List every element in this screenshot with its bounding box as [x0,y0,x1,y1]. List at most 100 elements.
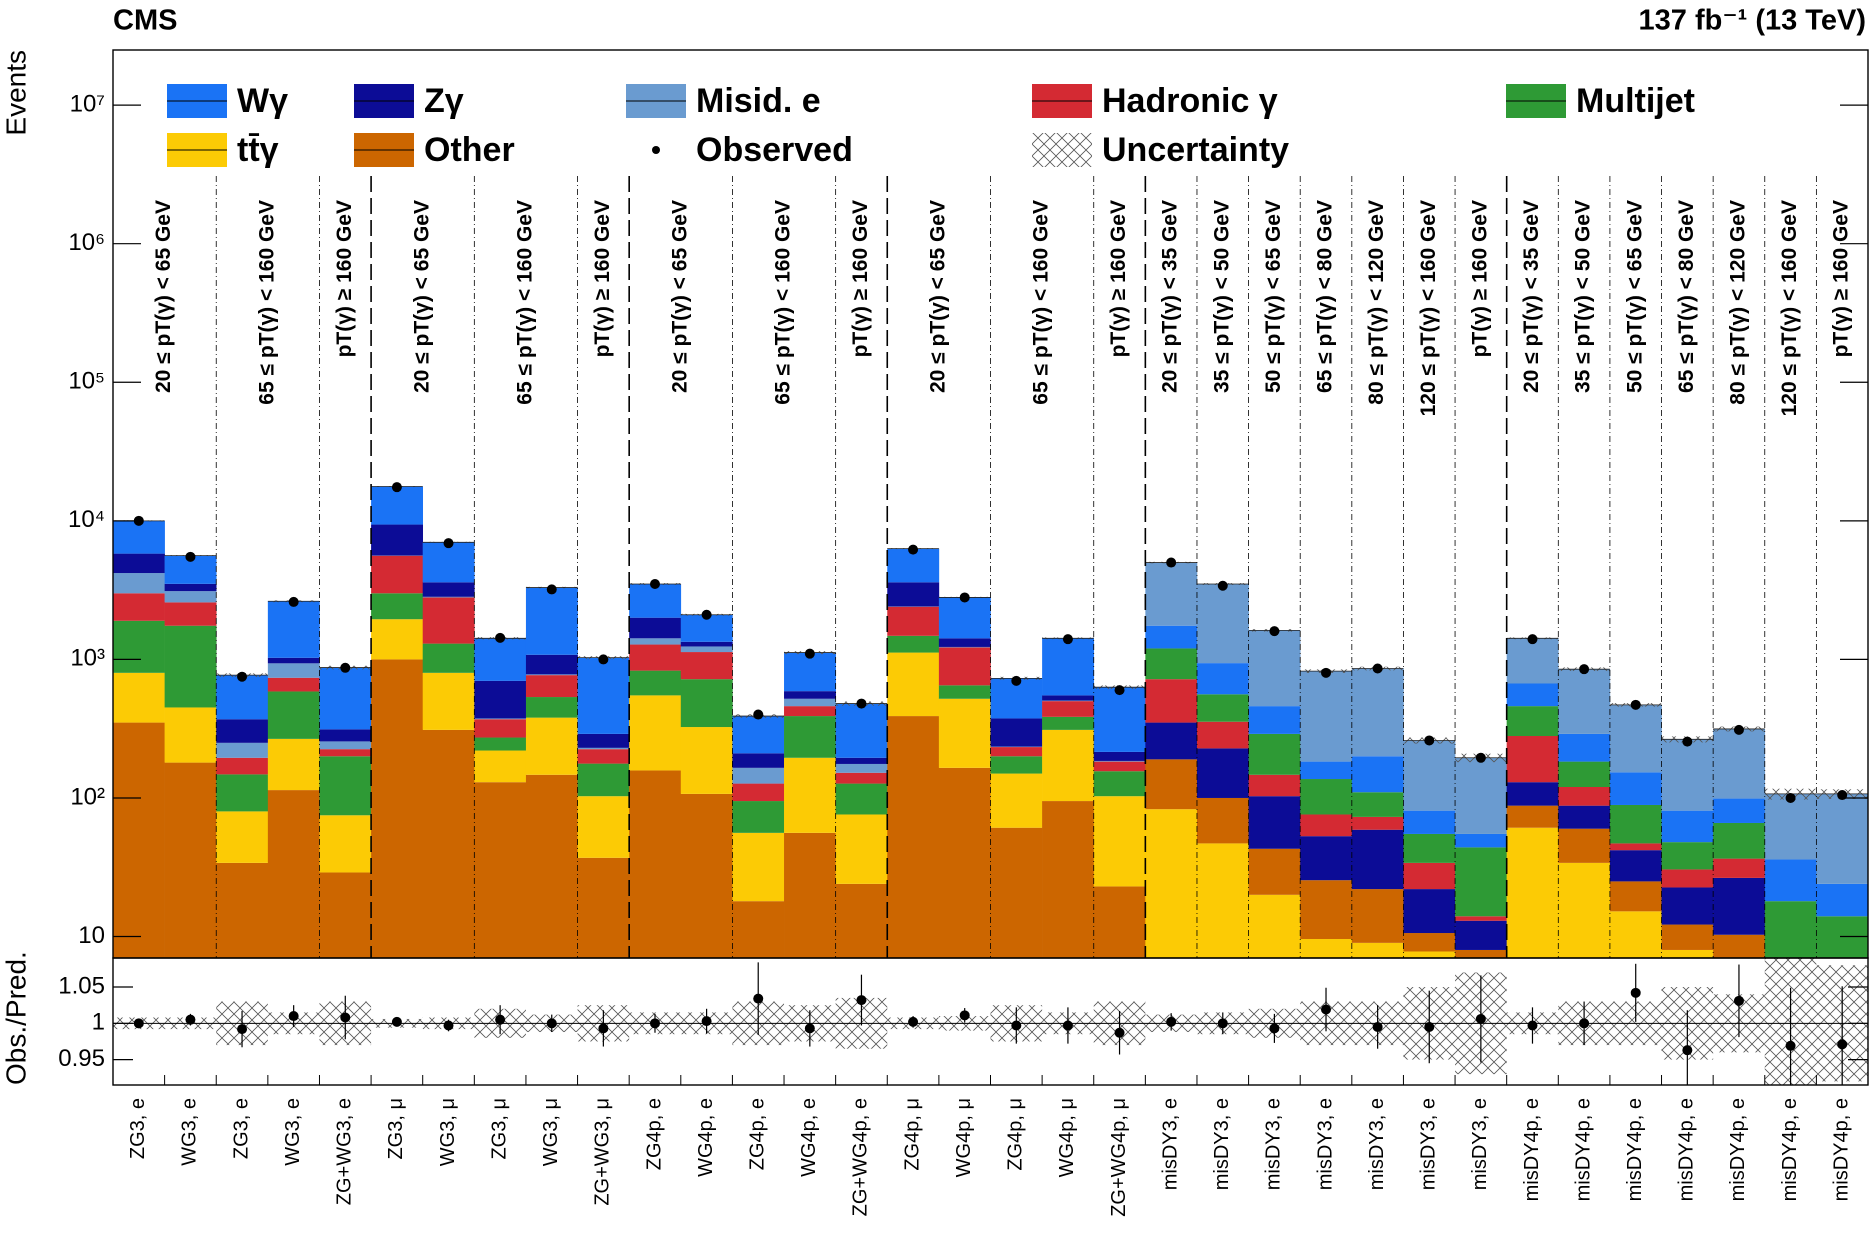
y-tick-label: 10⁷ [70,90,105,117]
bar-segment [371,555,424,594]
ratio-point [1424,1021,1435,1032]
bar-segment [1042,801,1095,958]
bar-segment [1609,804,1662,844]
bar-segment [422,672,475,730]
bar-segment [164,583,217,592]
observed-point [1166,557,1177,568]
bar-segment [1093,886,1146,958]
ratio-point [1011,1020,1022,1031]
bar-segment [732,832,785,902]
bar-segment [1248,706,1301,734]
x-tick-label: ZG4p, e [747,1098,769,1170]
y-tick-label: 10⁵ [68,368,105,395]
bar-segment [938,597,991,639]
x-tick-label: ZG3, e [230,1098,252,1159]
bar-segment [1145,648,1198,680]
legend-label: Wγ [237,82,288,120]
x-tick-label: misDY4p, e [1779,1098,1801,1201]
bar-segment [371,524,424,556]
bar-segment [1351,942,1404,958]
region-label: 80 ≤ pT(γ) < 120 GeV [1365,200,1388,405]
bar-segment [1455,949,1507,958]
bar-segment [1506,638,1559,684]
x-tick-label: misDY3, e [1211,1098,1233,1190]
bar-segment [835,814,888,884]
bar-segment [1713,822,1766,859]
bar-segment [629,584,682,618]
bar-segment [1455,757,1507,834]
bar-segment [1145,679,1198,723]
bar-segment [1403,889,1456,934]
x-tick-label: WG4p, μ [1056,1098,1078,1177]
region-label: 120 ≤ pT(γ) < 160 GeV [1417,200,1440,416]
bar-segment [1506,736,1559,783]
bar-segment [113,553,165,574]
bar-segment [887,635,940,653]
observed-point [1372,663,1383,674]
bar-segment [1093,796,1146,887]
observed-point [804,648,815,659]
bar-segment [784,716,836,758]
x-tick-label: ZG+WG3, μ [592,1098,614,1206]
bar-segment [525,654,578,675]
region-label: 20 ≤ pT(γ) < 35 GeV [1159,200,1182,393]
bar-segment [525,717,578,775]
bar-segment [113,620,165,673]
bar-segment [577,733,630,748]
bar-segment [1713,934,1766,958]
bar-segment [887,652,940,717]
bar-segment [1609,704,1662,773]
legend-label: Other [424,131,515,169]
bar-segment [887,582,940,607]
bar-segment [1609,911,1662,958]
bar-segment [319,815,372,873]
observed-point [1217,580,1228,591]
observed-point [649,579,660,590]
ratio-point [288,1011,299,1022]
ratio-point [701,1016,712,1027]
bar-segment [267,657,320,664]
bar-segment [1558,786,1611,806]
ratio-point [804,1023,815,1034]
bar-segment [371,486,424,525]
bar-segment [267,677,320,692]
bar-segment [319,729,372,742]
bar-segment [680,646,733,653]
bar-segment [938,685,991,699]
bar-segment [1248,796,1301,849]
ratio-point [443,1020,454,1031]
y-tick-label: 10 [78,922,105,949]
bar-segment [267,738,320,791]
bar-segment [629,770,682,958]
region-label: 65 ≤ pT(γ) < 160 GeV [772,200,795,405]
bar-segment [164,602,217,626]
ratio-axis-label: Obs./Pred. [0,951,31,1085]
x-tick-label: WG4p, e [798,1098,820,1177]
observed-point [856,698,867,709]
legend-label: Misid. e [696,82,821,120]
bar-segment [577,749,630,764]
bar-segment [371,593,424,620]
bar-segment [319,749,372,757]
chart-title: CMS [113,5,177,37]
bar-segment [216,811,269,863]
ratio-frame [112,957,1869,1086]
legend-label: Zγ [424,82,464,120]
bar-segment [1506,827,1559,958]
chart-subtitle: 137 fb⁻¹ (13 TeV) [1639,5,1867,37]
bar-segment [680,652,733,680]
bar-segment [1248,894,1301,958]
bar-segment [1403,833,1456,863]
bar-segment [680,641,733,647]
x-tick-label: WG3, μ [540,1098,562,1166]
observed-point [495,632,506,643]
bar-segment [784,698,836,707]
bar-segment [577,796,630,858]
bar-segment [1248,733,1301,775]
observed-point [701,609,712,620]
bar-segment [422,597,475,644]
bar-segment [784,832,836,958]
ratio-point [753,993,764,1004]
region-label: 20 ≤ pT(γ) < 65 GeV [152,200,175,393]
bar-segment [216,862,269,958]
